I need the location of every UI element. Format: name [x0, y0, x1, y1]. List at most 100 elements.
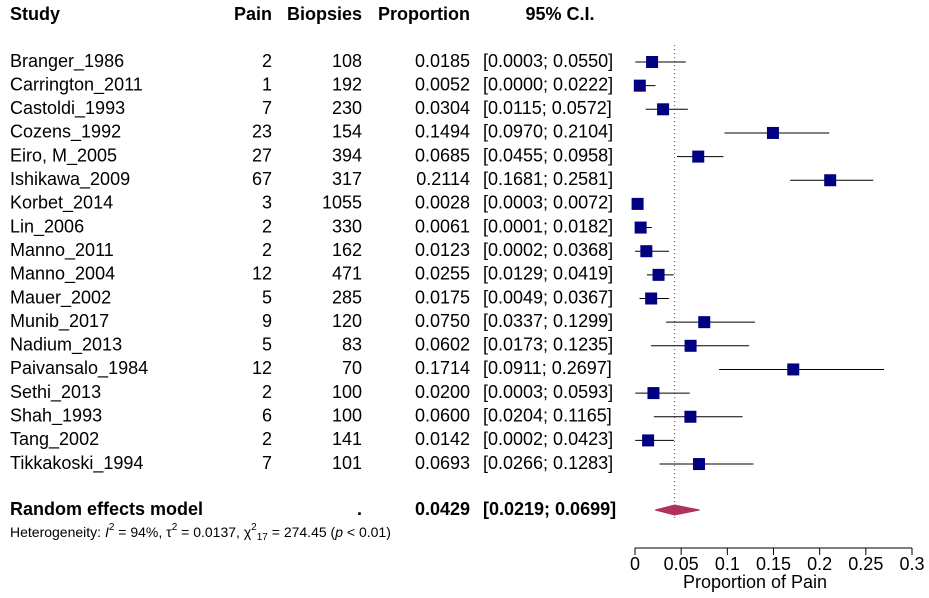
pooled-diamond — [655, 504, 700, 516]
x-tick-label: 0.05 — [664, 554, 699, 574]
x-tick-label: 0.15 — [756, 554, 791, 574]
confidence-interval: [0.0173; 0.1235] — [483, 335, 613, 355]
estimate-square — [684, 410, 697, 423]
pain-count: 2 — [262, 51, 272, 71]
proportion: 0.0175 — [415, 287, 470, 307]
pooled-label: Random effects model — [10, 499, 203, 519]
biopsy-count: 317 — [332, 169, 362, 189]
pain-count: 6 — [262, 406, 272, 426]
heterogeneity-part: 17 — [257, 532, 269, 543]
estimate-square — [647, 387, 660, 400]
proportion: 0.0052 — [415, 74, 470, 94]
biopsy-count: 162 — [332, 240, 362, 260]
pain-count: 3 — [262, 193, 272, 213]
estimate-square — [640, 245, 653, 258]
confidence-interval: [0.0204; 0.1165] — [483, 406, 612, 426]
study-name: Carrington_2011 — [10, 74, 143, 95]
proportion: 0.0255 — [415, 264, 470, 284]
confidence-interval: [0.0115; 0.0572] — [483, 98, 612, 118]
estimate-square — [646, 56, 659, 68]
confidence-interval: [0.0911; 0.2697] — [483, 358, 612, 378]
confidence-interval: [0.0002; 0.0368] — [483, 240, 613, 260]
pain-count: 7 — [262, 453, 272, 473]
pain-count: 7 — [262, 98, 272, 118]
estimate-square — [652, 268, 665, 281]
proportion: 0.0142 — [415, 429, 470, 449]
x-tick-label: 0.2 — [807, 554, 832, 574]
biopsy-count: 192 — [332, 74, 362, 94]
heterogeneity-part: 2 — [251, 522, 257, 533]
heterogeneity-part: < 0.01) — [343, 524, 391, 540]
heterogeneity-part: = 0.0137, χ — [177, 524, 252, 540]
estimate-square — [634, 221, 647, 234]
pain-count: 2 — [262, 240, 272, 260]
proportion: 0.0061 — [415, 216, 470, 236]
proportion: 0.0185 — [415, 51, 470, 71]
biopsy-count: 141 — [332, 429, 362, 449]
proportion: 0.0123 — [415, 240, 470, 260]
study-name: Eiro, M_2005 — [10, 145, 117, 166]
study-name: Sethi_2013 — [10, 382, 101, 403]
heterogeneity-part: Heterogeneity: — [10, 524, 105, 540]
study-name: Lin_2006 — [10, 216, 84, 237]
biopsy-count: 471 — [332, 264, 362, 284]
pain-count: 12 — [252, 358, 272, 378]
proportion: 0.0304 — [415, 98, 470, 118]
pain-count: 12 — [252, 264, 272, 284]
pain-count: 1 — [262, 74, 272, 94]
heterogeneity-part: p — [334, 524, 343, 540]
column-header: Pain — [234, 4, 272, 24]
heterogeneity: Heterogeneity: I2 = 94%, τ2 = 0.0137, χ2… — [10, 522, 391, 543]
study-name: Shah_1993 — [10, 406, 102, 427]
study-name: Tang_2002 — [10, 429, 99, 450]
confidence-interval: [0.0003; 0.0593] — [483, 382, 613, 402]
pain-count: 5 — [262, 335, 272, 355]
x-tick-label: 0.3 — [899, 554, 924, 574]
estimate-square — [684, 339, 697, 352]
study-name: Paivansalo_1984 — [10, 358, 148, 379]
pain-count: 27 — [252, 145, 272, 165]
proportion: 0.2114 — [416, 169, 470, 189]
column-header: Study — [10, 4, 60, 24]
confidence-interval: [0.0001; 0.0182] — [483, 216, 613, 236]
estimate-square — [692, 458, 705, 471]
biopsy-count: 83 — [342, 335, 362, 355]
biopsy-count: 285 — [332, 287, 362, 307]
proportion: 0.0693 — [415, 453, 470, 473]
proportion: 0.0600 — [415, 406, 470, 426]
heterogeneity-part: 2 — [109, 522, 115, 533]
study-name: Manno_2011 — [10, 240, 114, 261]
pain-count: 2 — [262, 382, 272, 402]
estimate-square — [631, 197, 644, 210]
estimate-square — [824, 174, 837, 187]
biopsy-count: 120 — [332, 311, 362, 331]
confidence-interval: [0.0002; 0.0423] — [483, 429, 613, 449]
confidence-interval: [0.0455; 0.0958] — [483, 145, 613, 165]
estimate-square — [692, 150, 705, 163]
pain-count: 23 — [252, 122, 272, 142]
confidence-interval: [0.0049; 0.0367] — [483, 287, 613, 307]
biopsy-count: 330 — [332, 216, 362, 236]
proportion: 0.0602 — [415, 335, 470, 355]
proportion: 0.0750 — [415, 311, 470, 331]
estimate-square — [766, 126, 779, 139]
confidence-interval: [0.1681; 0.2581] — [483, 169, 613, 189]
confidence-interval: [0.0129; 0.0419] — [483, 264, 613, 284]
biopsy-count: 100 — [332, 382, 362, 402]
study-name: Branger_1986 — [10, 51, 124, 72]
study-name: Ishikawa_2009 — [10, 169, 130, 190]
biopsy-count: 100 — [332, 406, 362, 426]
biopsy-count: 1055 — [322, 193, 362, 213]
pain-count: 2 — [262, 429, 272, 449]
heterogeneity-part: = 274.45 ( — [268, 524, 336, 540]
x-tick-label: 0 — [630, 554, 640, 574]
estimate-square — [787, 363, 800, 376]
estimate-square — [642, 434, 655, 447]
study-name: Manno_2004 — [10, 264, 115, 285]
biopsy-count: 394 — [332, 145, 362, 165]
pooled-value: 0.0429 — [415, 499, 470, 519]
pooled-pain: . — [357, 499, 362, 519]
pain-count: 67 — [252, 169, 272, 189]
proportion: 0.0028 — [415, 193, 470, 213]
